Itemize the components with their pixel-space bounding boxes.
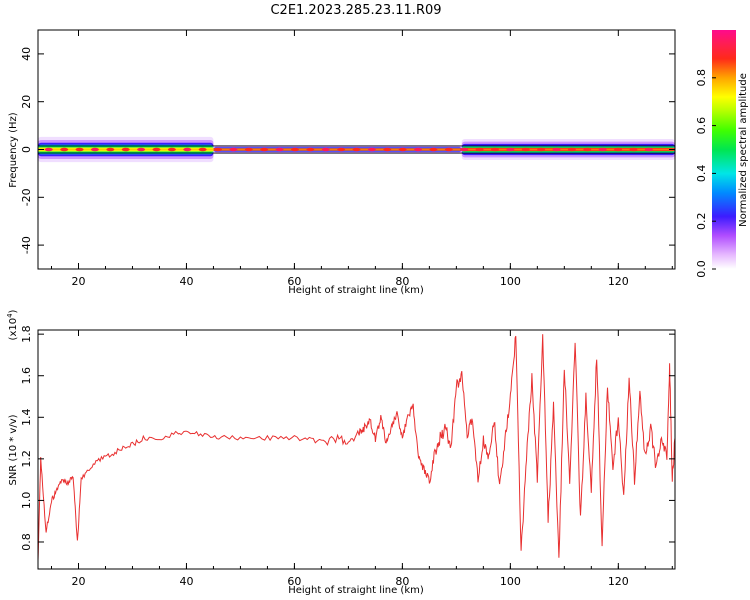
spectrogram-panel: 20 40 60 80 100 120 40 20 0 -20 -40 Height of str… [8, 29, 676, 296]
x-tick-label: 20 [71, 575, 85, 588]
band-hotspot [521, 147, 530, 152]
x-tick-label: 20 [71, 275, 85, 288]
colorbar-tick-label: 0.8 [695, 69, 708, 87]
x-tick-label: 120 [608, 575, 629, 588]
band-hotspot [614, 147, 623, 152]
snr-series-line [37, 334, 676, 561]
band-hotspot [429, 147, 438, 152]
y-tick-label: -40 [20, 236, 33, 254]
band-hotspot [306, 147, 315, 152]
y-tick-label: 0.8 [20, 533, 33, 551]
x-tick-label: 40 [179, 275, 193, 288]
y-tick-label: 1.8 [20, 325, 33, 343]
band-hotspot [121, 147, 130, 152]
x-tick-label: 100 [500, 275, 521, 288]
colorbar: 0.0 0.2 0.4 0.6 0.8 Normalized spectral ampl… [695, 30, 749, 278]
y-tick-label: 1.0 [20, 492, 33, 510]
y-tick-label: 1.2 [20, 450, 33, 468]
snr-background [38, 330, 675, 569]
band-hotspot [106, 147, 115, 152]
colorbar-tick-label: 0.2 [695, 212, 708, 230]
band-hotspot [214, 147, 223, 152]
band-hotspot [537, 147, 546, 152]
band-hotspot [290, 147, 299, 152]
y-tick-label: 1.4 [20, 409, 33, 427]
band-hotspot [490, 147, 499, 152]
band-hotspot [152, 147, 161, 152]
colorbar-tick-label: 0.4 [695, 165, 708, 183]
snr-x-ticks: 20 40 60 80 100 120 [50, 330, 673, 588]
band-hotspot [90, 147, 99, 152]
spectrogram-y-label: Frequency (Hz) [8, 112, 19, 188]
y-tick-label: 40 [20, 47, 33, 61]
y-tick-label: 0 [20, 146, 33, 153]
x-tick-label: 120 [608, 275, 629, 288]
colorbar-label: Normalized spectral amplitude [738, 73, 749, 227]
band-hotspot [183, 147, 192, 152]
band-hotspot [337, 147, 346, 152]
band-hotspot [552, 147, 561, 152]
colorbar-tick-label: 0.0 [695, 260, 708, 278]
band-hotspot [567, 147, 576, 152]
colorbar-ticks: 0.0 0.2 0.4 0.6 0.8 [695, 69, 716, 278]
spectrogram-y-ticks: 40 20 0 -20 -40 [20, 47, 675, 254]
figure-title: C2E1.2023.285.23.11.R09 [270, 3, 441, 18]
y-tick-label: 20 [20, 95, 33, 109]
band-hotspot [506, 147, 515, 152]
snr-multiplier: (x104) [6, 309, 19, 340]
y-tick-label: -20 [20, 188, 33, 206]
x-tick-label: 100 [500, 575, 521, 588]
band-hotspot [583, 147, 592, 152]
spectrogram-x-label: Height of straight line (km) [288, 285, 424, 296]
band-hotspot [352, 147, 361, 152]
snr-y-ticks: 0.8 1.0 1.2 1.4 1.6 1.8 [20, 325, 675, 551]
band-hotspot [244, 147, 253, 152]
band-hotspot [383, 147, 392, 152]
band-hotspot [137, 147, 146, 152]
band-hotspot [644, 147, 653, 152]
colorbar-gradient [712, 30, 736, 269]
band-hotspot [321, 147, 330, 152]
band-hotspot [60, 147, 69, 152]
x-tick-label: 60 [287, 275, 301, 288]
band-hotspot [75, 147, 84, 152]
band-hotspot [414, 147, 423, 152]
band-hotspot [460, 147, 469, 152]
x-tick-label: 40 [179, 575, 193, 588]
band-hotspot [444, 147, 453, 152]
spectrogram-x-ticks: 20 40 60 80 100 120 [50, 30, 673, 288]
band-hotspot [598, 147, 607, 152]
x-tick-label: 80 [395, 575, 409, 588]
band-hotspot [275, 147, 284, 152]
snr-x-label: Height of straight line (km) [288, 585, 424, 596]
band-hotspot [629, 147, 638, 152]
band-hotspot [475, 147, 484, 152]
snr-panel: 20 40 60 80 100 120 0.8 1.0 1.2 1.4 1.6 1.8 Height… [6, 309, 676, 596]
snr-y-label: SNR (10 * v/v) [8, 414, 19, 485]
spectrogram-band [38, 136, 675, 163]
x-tick-label: 80 [395, 275, 409, 288]
colorbar-tick-label: 0.6 [695, 117, 708, 135]
y-tick-label: 1.6 [20, 367, 33, 385]
x-tick-label: 60 [287, 575, 301, 588]
band-hotspot [260, 147, 269, 152]
band-hotspot [44, 147, 53, 152]
band-hotspot [229, 147, 238, 152]
band-hotspot [167, 147, 176, 152]
snr-frame [37, 329, 676, 570]
band-hotspot [198, 147, 207, 152]
band-hotspot [398, 147, 407, 152]
band-hotspot [367, 147, 376, 152]
